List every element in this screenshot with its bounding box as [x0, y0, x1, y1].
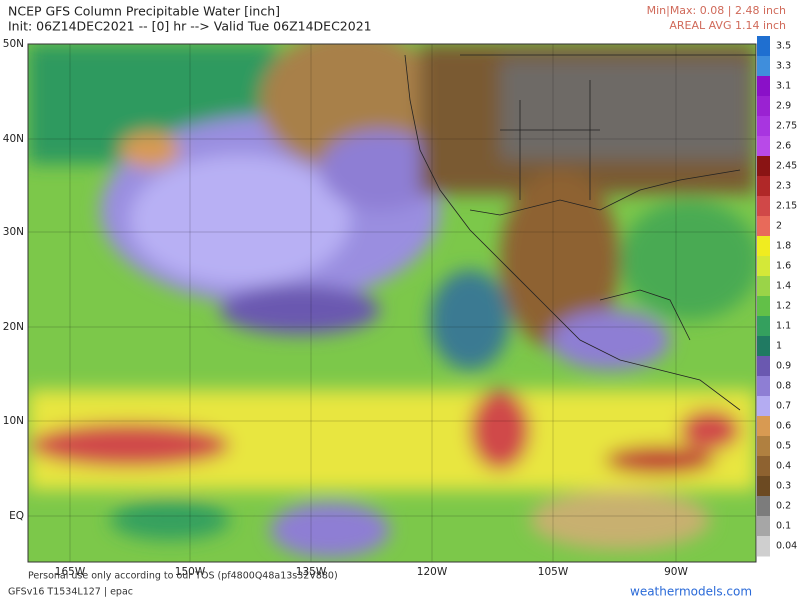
areal-avg: AREAL AVG 1.14 inch [669, 19, 786, 32]
colorbar-swatch [757, 336, 770, 357]
lat-label: 20N [3, 321, 24, 333]
colorbar-label: 2.15 [776, 201, 797, 212]
colorbar-label: 0.1 [776, 521, 791, 532]
colorbar-label: 0.3 [776, 481, 791, 492]
map-frame [27, 43, 757, 563]
colorbar-label: 0.7 [776, 401, 791, 412]
lon-label: 150W [175, 566, 206, 578]
colorbar-swatch [757, 496, 770, 517]
model-info: GFSv16 T1534L127 | epac [8, 587, 133, 598]
colorbar-swatch [757, 396, 770, 417]
subtitle: Init: 06Z14DEC2021 -- [0] hr --> Valid T… [8, 19, 372, 34]
site-name: weathermodels.com [630, 585, 752, 599]
colorbar-swatch [757, 376, 770, 397]
lon-label: 105W [538, 566, 569, 578]
colorbar-swatch [757, 236, 770, 257]
colorbar-swatch [757, 136, 770, 157]
colorbar-label: 0.04 [776, 541, 797, 552]
min-max: Min|Max: 0.08 | 2.48 inch [647, 4, 786, 17]
tos-notice: Personal use only according to our TOS (… [28, 571, 338, 582]
colorbar-label: 2 [776, 221, 782, 232]
lon-labels: 165W 150W 135W 120W 105W 90W [55, 566, 689, 578]
colorbar-label: 1.4 [776, 281, 791, 292]
lat-label: 40N [3, 133, 24, 145]
colorbar-swatch [757, 356, 770, 377]
colorbar-label: 1.6 [776, 261, 791, 272]
colorbar-label: 0.4 [776, 461, 791, 472]
lon-label: 120W [417, 566, 448, 578]
colorbar-label: 1.1 [776, 321, 791, 332]
lat-label: 50N [3, 38, 24, 50]
colorbar-swatch [757, 436, 770, 457]
lon-label: 135W [296, 566, 327, 578]
colorbar-swatch [757, 456, 770, 477]
colorbar-swatch [757, 296, 770, 317]
colorbar-swatch [757, 256, 770, 277]
colorbar-label: 0.6 [776, 421, 791, 432]
colorbar-label: 0.2 [776, 501, 791, 512]
lat-label: 10N [3, 415, 24, 427]
lat-label: EQ [9, 510, 24, 522]
colorbar-label: 0.5 [776, 441, 791, 452]
colorbar-label: 3.1 [776, 81, 791, 92]
colorbar-swatch [757, 416, 770, 437]
colorbar-label: 3.3 [776, 61, 791, 72]
colorbar-swatch [757, 476, 770, 497]
colorbar-swatch [757, 36, 770, 57]
map [28, 44, 756, 562]
colorbar-swatch [757, 156, 770, 177]
colorbar-label: 0.8 [776, 381, 791, 392]
colorbar-swatch [757, 196, 770, 217]
lat-labels: 50N 40N 30N 20N 10N EQ [3, 38, 24, 522]
colorbar-swatch [757, 116, 770, 137]
colorbar-label: 0.9 [776, 361, 791, 372]
colorbar-swatch [757, 316, 770, 337]
lon-label: 90W [664, 566, 688, 578]
lat-label: 30N [3, 226, 24, 238]
colorbar-label: 2.75 [776, 121, 797, 132]
colorbar-swatch [757, 536, 770, 557]
lon-label: 165W [55, 566, 86, 578]
colorbar-swatch [757, 56, 770, 77]
colorbar-label: 2.9 [776, 101, 791, 112]
colorbar-label: 1.2 [776, 301, 791, 312]
colorbar-swatch [757, 516, 770, 537]
colorbar-label: 3.5 [776, 41, 791, 52]
title: NCEP GFS Column Precipitable Water [inch… [8, 4, 280, 19]
colorbar-swatch [757, 216, 770, 237]
colorbar-swatch [757, 176, 770, 197]
colorbar-label: 2.3 [776, 181, 791, 192]
colorbar-label: 2.45 [776, 161, 797, 172]
colorbar-label: 1.8 [776, 241, 791, 252]
colorbar-label: 1 [776, 341, 782, 352]
colorbar: 3.5 3.3 3.1 2.9 2.75 2.6 2.45 2.3 2.15 2 1.8 1.6 1.4… [757, 36, 797, 557]
colorbar-swatch [757, 96, 770, 117]
colorbar-label: 2.6 [776, 141, 791, 152]
colorbar-swatch [757, 76, 770, 97]
colorbar-swatch [757, 276, 770, 297]
